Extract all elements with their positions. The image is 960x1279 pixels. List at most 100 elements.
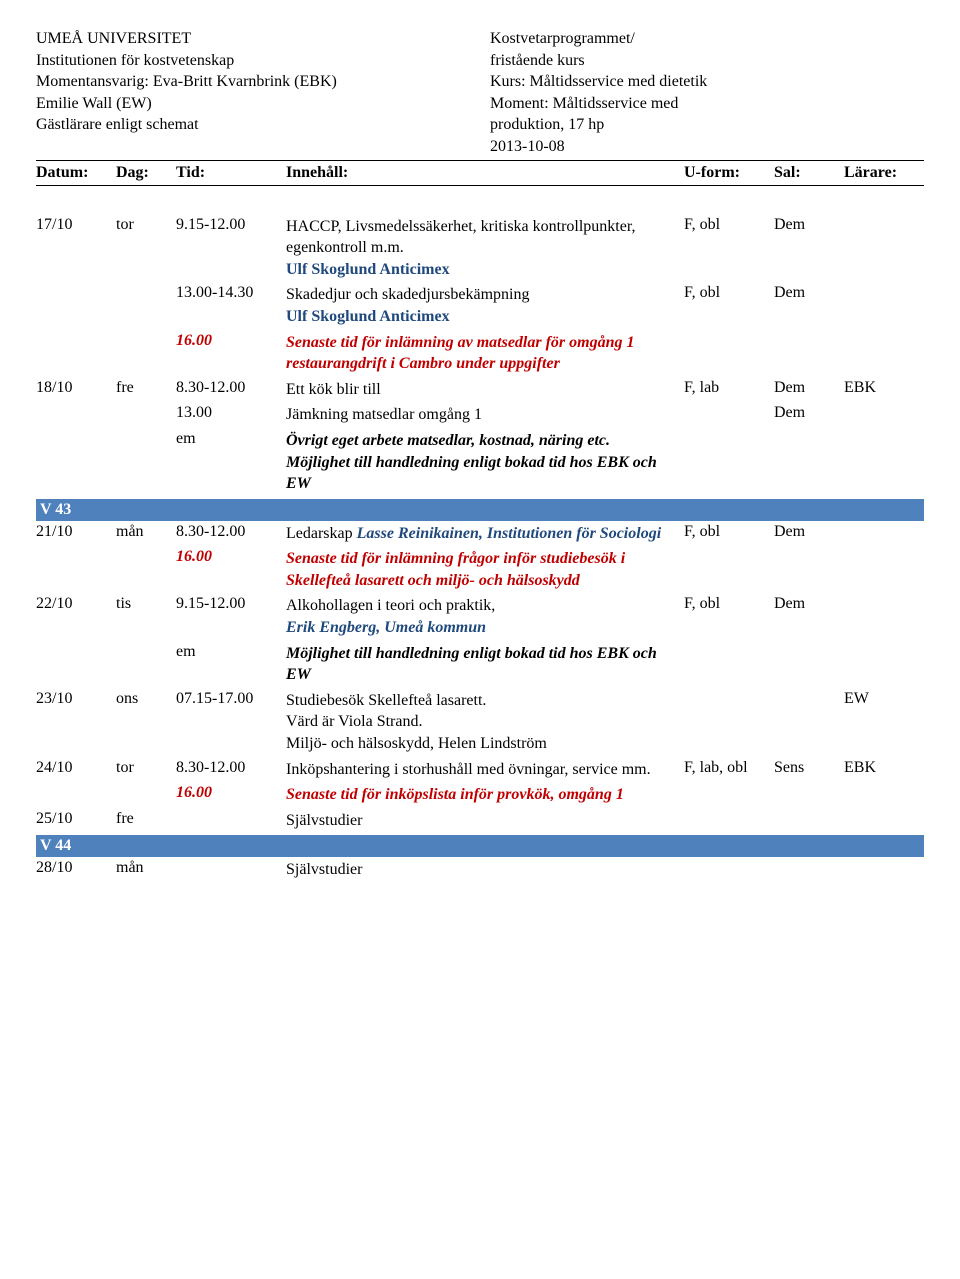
schedule-row: 13.00-14.30Skadedjur och skadedjursbekäm… (36, 282, 924, 329)
content-line: Skadedjur och skadedjursbekämpning (286, 284, 684, 306)
schedule-row: 16.00Senaste tid för inköpslista inför p… (36, 782, 924, 808)
cell-content: Senaste tid för inlämning frågor inför s… (286, 548, 684, 591)
content-line: Jämkning matsedlar omgång 1 (286, 404, 684, 426)
cell-tid: 16.00 (176, 332, 286, 350)
cell-larare: EBK (844, 759, 924, 777)
cell-datum: 25/10 (36, 810, 116, 828)
content-line: Senaste tid för inlämning av matsedlar f… (286, 332, 684, 375)
schedule-row: 16.00Senaste tid för inlämning frågor in… (36, 546, 924, 593)
cell-content: Inköpshantering i storhushåll med övning… (286, 759, 684, 781)
cell-content: Alkohollagen i teori och praktik,Erik En… (286, 595, 684, 638)
header-left-line: Momentansvarig: Eva-Britt Kvarnbrink (EB… (36, 71, 470, 93)
cell-dag: tis (116, 595, 176, 613)
content-line: Ulf Skoglund Anticimex (286, 306, 684, 328)
header-right-line: fristående kurs (490, 50, 924, 72)
content-line: Alkohollagen i teori och praktik, (286, 595, 684, 617)
cell-datum: 22/10 (36, 595, 116, 613)
cell-dag: tor (116, 759, 176, 777)
content-line: Senaste tid för inköpslista inför provkö… (286, 784, 684, 806)
content-line: Värd är Viola Strand. (286, 711, 684, 733)
cell-dag: fre (116, 379, 176, 397)
cell-content: Självstudier (286, 810, 684, 832)
content-line: Erik Engberg, Umeå kommun (286, 617, 684, 639)
header-right-line: Kurs: Måltidsservice med dietetik (490, 71, 924, 93)
cell-uform: F, lab, obl (684, 759, 774, 777)
col-larare: Lärare: (844, 164, 924, 182)
content-line: Senaste tid för inlämning frågor inför s… (286, 548, 684, 591)
cell-datum: 18/10 (36, 379, 116, 397)
header-right-line: 2013-10-08 (490, 136, 924, 158)
cell-dag: tor (116, 216, 176, 234)
cell-content: Studiebesök Skellefteå lasarett.Värd är … (286, 690, 684, 755)
cell-uform: F, obl (684, 523, 774, 541)
cell-sal: Dem (774, 379, 844, 397)
cell-sal: Dem (774, 404, 844, 422)
cell-dag: mån (116, 523, 176, 541)
cell-tid: 9.15-12.00 (176, 595, 286, 613)
cell-tid: 9.15-12.00 (176, 216, 286, 234)
schedule-row: 28/10månSjälvstudier (36, 857, 924, 883)
header-right: Kostvetarprogrammet/ fristående kurs Kur… (490, 28, 924, 158)
schedule-table: 17/10tor9.15-12.00HACCP, Livsmedelssäker… (36, 214, 924, 883)
week-row: V 43 (36, 499, 924, 521)
cell-uform: F, obl (684, 595, 774, 613)
schedule-row: 21/10mån8.30-12.00Ledarskap Lasse Reinik… (36, 521, 924, 547)
content-line: Självstudier (286, 810, 684, 832)
col-uform: U-form: (684, 164, 774, 182)
content-part: Lasse Reinikainen, Institutionen för Soc… (357, 525, 662, 542)
cell-tid: 16.00 (176, 548, 286, 566)
cell-dag: ons (116, 690, 176, 708)
content-line: Möjlighet till handledning enligt bokad … (286, 643, 684, 686)
cell-tid: 13.00 (176, 404, 286, 422)
schedule-row: 13.00Jämkning matsedlar omgång 1 Dem (36, 402, 924, 428)
col-sal: Sal: (774, 164, 844, 182)
cell-tid: 13.00-14.30 (176, 284, 286, 302)
col-dag: Dag: (116, 164, 176, 182)
header-right-line: Kostvetarprogrammet/ (490, 28, 924, 50)
cell-content: Ett kök blir till (286, 379, 684, 401)
cell-sal: Dem (774, 523, 844, 541)
cell-datum: 21/10 (36, 523, 116, 541)
schedule-row: 16.00Senaste tid för inlämning av matsed… (36, 330, 924, 377)
col-innehall: Innehåll: (286, 164, 684, 182)
cell-content: Självstudier (286, 859, 684, 881)
content-part: Ledarskap (286, 525, 357, 542)
schedule-row: 17/10tor9.15-12.00HACCP, Livsmedelssäker… (36, 214, 924, 283)
cell-sal: Dem (774, 595, 844, 613)
cell-sal: Dem (774, 216, 844, 234)
col-datum: Datum: (36, 164, 116, 182)
header-left-line: Institutionen för kostvetenskap (36, 50, 470, 72)
cell-dag: fre (116, 810, 176, 828)
cell-datum: 23/10 (36, 690, 116, 708)
schedule-row: emÖvrigt eget arbete matsedlar, kostnad,… (36, 428, 924, 497)
header-right-line: produktion, 17 hp (490, 114, 924, 136)
content-line: Övrigt eget arbete matsedlar, kostnad, n… (286, 430, 684, 452)
content-line: HACCP, Livsmedelssäkerhet, kritiska kont… (286, 216, 684, 259)
cell-tid: 07.15-17.00 (176, 690, 286, 708)
cell-tid: 8.30-12.00 (176, 523, 286, 541)
schedule-row: 25/10fre Självstudier (36, 808, 924, 834)
header-left-line: UMEÅ UNIVERSITET (36, 28, 470, 50)
cell-content: HACCP, Livsmedelssäkerhet, kritiska kont… (286, 216, 684, 281)
cell-uform: F, obl (684, 216, 774, 234)
cell-tid: 8.30-12.00 (176, 379, 286, 397)
cell-sal: Sens (774, 759, 844, 777)
cell-content: Senaste tid för inlämning av matsedlar f… (286, 332, 684, 375)
cell-content: Ledarskap Lasse Reinikainen, Institution… (286, 523, 684, 545)
schedule-row: emMöjlighet till handledning enligt boka… (36, 641, 924, 688)
schedule-row: 23/10ons07.15-17.00Studiebesök Skellefte… (36, 688, 924, 757)
content-line: Ulf Skoglund Anticimex (286, 259, 684, 281)
content-line: Studiebesök Skellefteå lasarett. (286, 690, 684, 712)
content-line: Möjlighet till handledning enligt bokad … (286, 452, 684, 495)
cell-content: Jämkning matsedlar omgång 1 (286, 404, 684, 426)
header-left-line: Emilie Wall (EW) (36, 93, 470, 115)
cell-tid: em (176, 430, 286, 448)
cell-tid: em (176, 643, 286, 661)
document-header: UMEÅ UNIVERSITET Institutionen för kostv… (36, 28, 924, 158)
cell-content: Övrigt eget arbete matsedlar, kostnad, n… (286, 430, 684, 495)
cell-datum: 17/10 (36, 216, 116, 234)
cell-larare: EW (844, 690, 924, 708)
content-line: Ledarskap Lasse Reinikainen, Institution… (286, 523, 684, 545)
cell-content: Skadedjur och skadedjursbekämpningUlf Sk… (286, 284, 684, 327)
week-row: V 44 (36, 835, 924, 857)
